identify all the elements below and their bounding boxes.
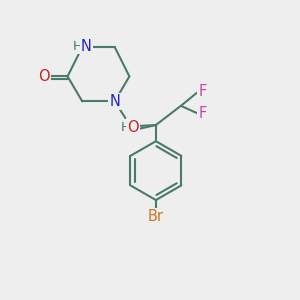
Text: O: O xyxy=(38,69,50,84)
Text: O: O xyxy=(128,119,139,134)
Text: N: N xyxy=(81,39,92,54)
Text: F: F xyxy=(198,106,206,121)
Text: N: N xyxy=(109,94,120,109)
Text: H: H xyxy=(121,121,130,134)
Text: F: F xyxy=(198,85,206,100)
Text: H: H xyxy=(73,40,83,53)
Text: Br: Br xyxy=(148,209,164,224)
